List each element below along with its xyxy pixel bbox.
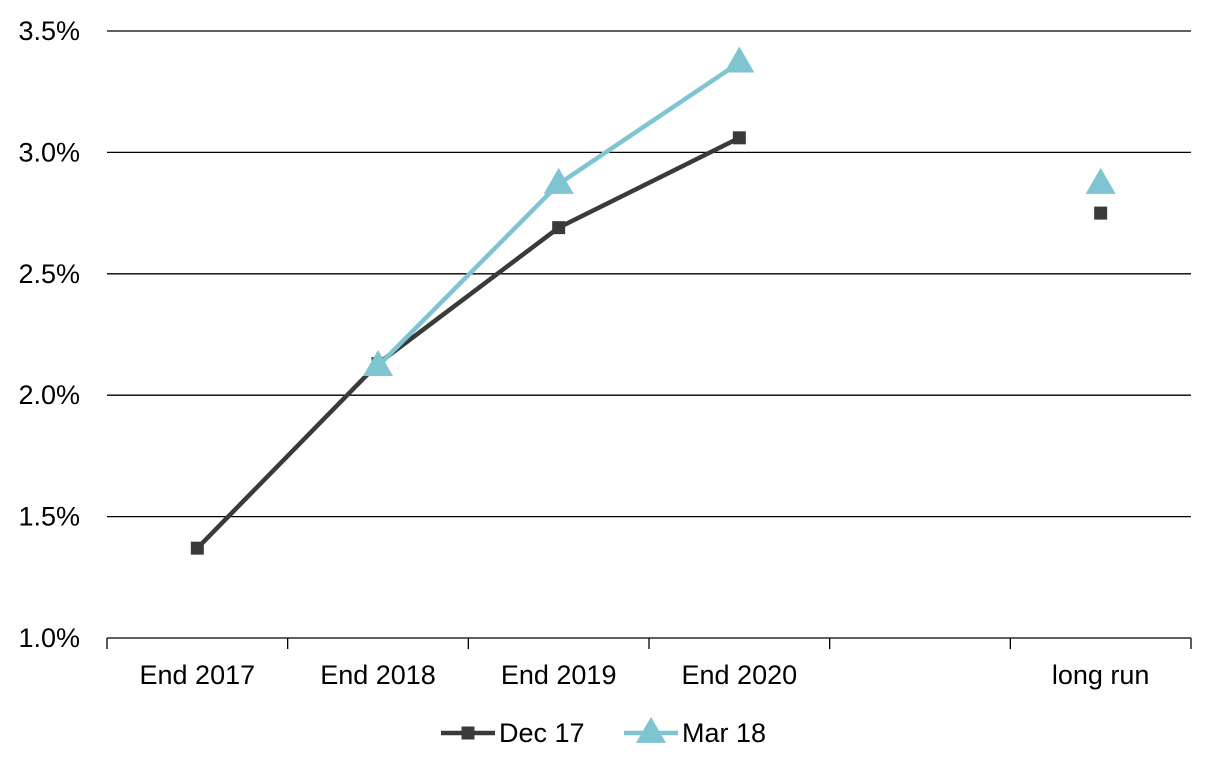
y-axis-tick-labels: 1.0% 1.5% 2.0% 2.5% 3.0% 3.5%: [18, 16, 80, 653]
x-tick-label-end-2017: End 2017: [140, 660, 256, 690]
x-tick-label-end-2019: End 2019: [501, 660, 617, 690]
x-tick-label-long-run: long run: [1052, 660, 1150, 690]
data-point-mar-18-end-2018: [363, 349, 393, 376]
x-tick-label-end-2020: End 2020: [682, 660, 798, 690]
legend: Dec 17 Mar 18: [441, 716, 766, 748]
y-tick-label: 3.5%: [18, 16, 80, 46]
series-group: [190, 46, 1116, 555]
legend-label: Mar 18: [682, 718, 766, 748]
data-point-mar-18-long-run: [1085, 167, 1116, 194]
legend-label: Dec 17: [499, 718, 585, 748]
data-point-dec-17-end-2019: [552, 221, 566, 235]
data-point-dec-17-long-run: [1094, 206, 1108, 220]
legend-swatch-marker: [636, 716, 666, 743]
series-dec-17: [190, 131, 1108, 555]
x-axis: End 2017 End 2018 End 2019 End 2020 long run: [106, 637, 1192, 690]
data-point-mar-18-end-2020: [724, 46, 755, 73]
data-point-mar-18-end-2019: [543, 167, 574, 194]
y-tick-label: 2.5%: [18, 259, 80, 289]
data-point-dec-17-end-2017: [190, 541, 204, 555]
data-point-dec-17-end-2020: [732, 131, 746, 145]
gridlines: [107, 30, 1191, 518]
y-tick-label: 2.0%: [18, 380, 80, 410]
y-tick-label: 3.0%: [18, 137, 80, 167]
y-tick-label: 1.0%: [18, 623, 80, 653]
legend-item-dec-17: Dec 17: [441, 718, 585, 748]
series-line-dec-17: [195, 135, 741, 550]
y-tick-label: 1.5%: [18, 502, 80, 532]
x-tick-label-end-2018: End 2018: [320, 660, 436, 690]
legend-item-mar-18: Mar 18: [624, 716, 766, 748]
series-mar-18: [363, 46, 1116, 376]
legend-swatch-marker: [461, 726, 475, 740]
